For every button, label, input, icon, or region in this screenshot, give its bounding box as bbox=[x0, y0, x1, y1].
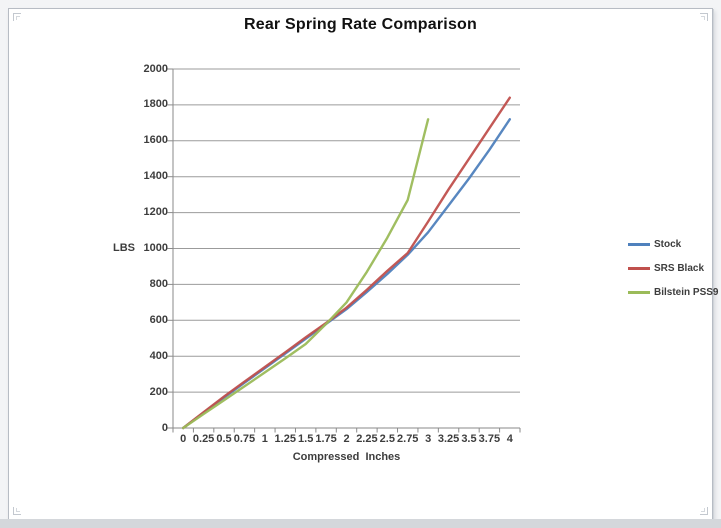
y-tick-label: 400 bbox=[149, 349, 168, 362]
frame-corner-ornament bbox=[13, 507, 21, 515]
frame-corner-ornament bbox=[13, 13, 21, 21]
x-tick-label: 2.5 bbox=[379, 433, 395, 445]
frame-corner-ornament bbox=[700, 507, 708, 515]
x-tick-label: 2.75 bbox=[397, 433, 419, 445]
legend-item-srs-black: SRS Black bbox=[628, 256, 718, 280]
y-tick-label: 600 bbox=[149, 313, 168, 326]
x-tick-label: 0.75 bbox=[233, 433, 256, 445]
x-tick-label: 0.5 bbox=[216, 433, 232, 445]
x-tick-label: 3.75 bbox=[478, 433, 501, 445]
legend-item-stock: Stock bbox=[628, 232, 718, 256]
series-line-bilstein-pss9 bbox=[181, 118, 430, 430]
y-tick-label: 1800 bbox=[143, 98, 168, 111]
y-tick-label: 200 bbox=[149, 385, 168, 398]
x-tick-label: 1 bbox=[261, 433, 268, 445]
y-axis-title: LBS bbox=[113, 242, 135, 254]
x-tick-label: 0.25 bbox=[192, 433, 215, 445]
series-line-srs-black bbox=[181, 96, 511, 430]
y-tick-label: 1400 bbox=[143, 170, 168, 183]
x-tick-label: 2.25 bbox=[356, 433, 378, 445]
legend-label: Bilstein PSS9 bbox=[654, 286, 719, 298]
y-tick-label: 1000 bbox=[143, 242, 168, 254]
legend-label: SRS Black bbox=[654, 262, 705, 274]
y-tick-label: 1200 bbox=[143, 206, 168, 219]
x-tick-label: 4 bbox=[506, 433, 513, 445]
x-tick-label: 3.5 bbox=[461, 433, 477, 445]
legend-marker-line bbox=[628, 290, 650, 294]
window-bottom-edge bbox=[0, 519, 721, 528]
legend: Stock SRS Black Bilstein PSS9 bbox=[628, 232, 718, 304]
legend-marker-line bbox=[628, 266, 650, 270]
x-tick-label: 3 bbox=[425, 433, 432, 445]
y-tick-label: 2000 bbox=[143, 62, 168, 75]
x-axis-title: Compressed Inches bbox=[292, 451, 401, 463]
x-tick-label: 2 bbox=[343, 433, 350, 445]
legend-label: Stock bbox=[654, 238, 682, 250]
chart-frame bbox=[8, 8, 713, 520]
x-tick-label: 0 bbox=[180, 433, 187, 445]
chart-title: Rear Spring Rate Comparison bbox=[243, 16, 477, 33]
x-tick-label: 3.25 bbox=[437, 433, 460, 445]
y-tick-label: 0 bbox=[161, 421, 168, 434]
legend-marker-line bbox=[628, 242, 650, 246]
legend-item-bilstein-pss9: Bilstein PSS9 bbox=[628, 280, 718, 304]
y-tick-label: 800 bbox=[149, 277, 168, 290]
x-tick-label: 1.75 bbox=[315, 433, 337, 445]
x-tick-label: 1.5 bbox=[298, 433, 314, 445]
series-line-stock bbox=[181, 118, 511, 430]
frame-corner-ornament bbox=[700, 13, 708, 21]
x-tick-label: 1.25 bbox=[274, 433, 296, 445]
y-tick-label: 1600 bbox=[143, 134, 168, 147]
